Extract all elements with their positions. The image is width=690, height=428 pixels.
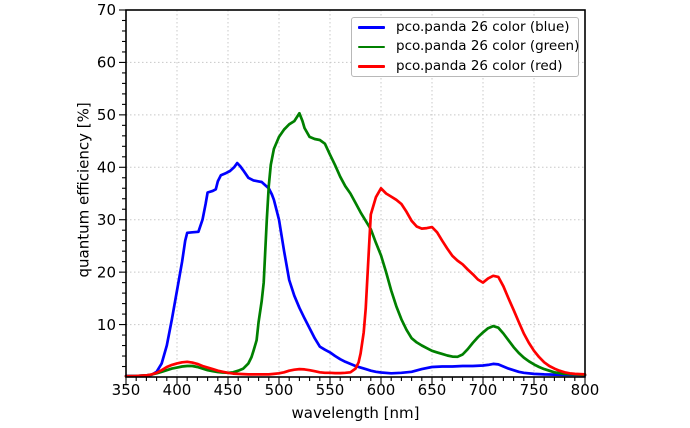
- x-tick-label-600: 600: [367, 381, 396, 399]
- plot-border: [125, 9, 586, 378]
- x-tick-label-550: 550: [316, 381, 345, 399]
- y-tick-label-10: 10: [97, 316, 116, 334]
- y-tick-label-60: 60: [97, 54, 116, 72]
- curve-green: [124, 111, 587, 378]
- legend: pco.panda 26 color (blue) pco.panda 26 co…: [351, 17, 579, 77]
- x-tick-label-500: 500: [265, 381, 294, 399]
- y-tick-label-40: 40: [97, 158, 116, 176]
- legend-line-sample-green: [358, 45, 385, 49]
- legend-item-green: pco.panda 26 color (green): [352, 37, 580, 56]
- x-tick-label-450: 450: [214, 381, 243, 399]
- y-tick-label-30: 30: [97, 211, 116, 229]
- y-axis-label: quantum efficiency [%]: [74, 102, 93, 278]
- legend-label-blue: pco.panda 26 color (blue): [396, 18, 570, 35]
- x-tick-label-800: 800: [571, 381, 600, 399]
- ticks: [119, 9, 586, 384]
- series-group: [124, 111, 587, 378]
- y-tick-label-20: 20: [97, 263, 116, 281]
- legend-item-red: pco.panda 26 color (red): [352, 57, 578, 76]
- x-tick-label-400: 400: [163, 381, 192, 399]
- tick-labels: 350 400 450 500 550 600 650 700 750 800 10 20 30 40 50…: [97, 1, 599, 399]
- x-tick-label-700: 700: [469, 381, 498, 399]
- curve-blue: [124, 161, 587, 378]
- x-axis-label: wavelength [nm]: [291, 404, 420, 422]
- x-tick-label-750: 750: [520, 381, 549, 399]
- curve-red: [124, 186, 587, 378]
- x-tick-label-650: 650: [418, 381, 447, 399]
- legend-item-blue: pco.panda 26 color (blue): [352, 18, 578, 37]
- y-tick-label-50: 50: [97, 106, 116, 124]
- x-tick-label-350: 350: [112, 381, 141, 399]
- legend-line-sample-red: [358, 64, 385, 68]
- legend-label-red: pco.panda 26 color (red): [396, 57, 563, 74]
- y-tick-label-70: 70: [97, 1, 116, 19]
- legend-line-sample-blue: [358, 26, 385, 30]
- legend-label-green: pco.panda 26 color (green): [396, 38, 580, 55]
